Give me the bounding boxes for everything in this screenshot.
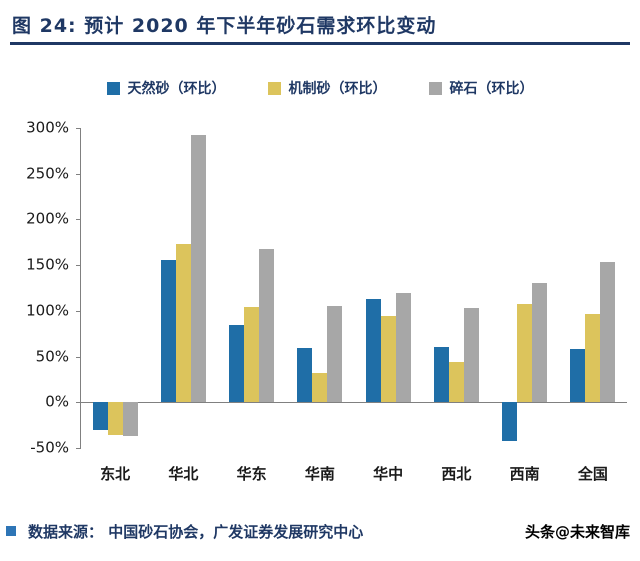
x-category-label: 全国 (577, 465, 608, 483)
bar (297, 348, 313, 403)
y-tick-mark (76, 310, 81, 312)
legend-item-natural-sand: 天然砂（环比） (106, 78, 226, 98)
bar (448, 362, 464, 403)
bar (122, 402, 138, 437)
legend-item-machine-sand: 机制砂（环比） (267, 78, 387, 98)
legend-item-crushed-stone: 碎石（环比） (428, 78, 534, 98)
bar (259, 248, 275, 403)
y-tick-mark (76, 128, 81, 129)
legend-label: 天然砂（环比） (127, 81, 226, 97)
bar (600, 262, 616, 403)
bar (190, 135, 206, 403)
x-category-label: 西南 (509, 465, 540, 483)
bar (532, 283, 548, 403)
bar (175, 244, 191, 403)
legend-swatch-machine-sand (267, 81, 281, 95)
title-underline (10, 42, 630, 45)
y-tick-label: 200% (26, 209, 69, 228)
x-category-label: 华北 (168, 465, 199, 483)
bar (244, 307, 260, 403)
x-category-label: 华南 (304, 465, 335, 483)
y-tick-mark (76, 448, 81, 449)
bar (365, 298, 381, 403)
bar (463, 308, 479, 403)
legend-label: 机制砂（环比） (288, 81, 387, 97)
bar (433, 347, 449, 403)
x-category-label: 西北 (441, 465, 472, 483)
bar (92, 402, 108, 430)
x-category-label: 华东 (236, 465, 267, 483)
chart-legend: 天然砂（环比） 机制砂（环比） 碎石（环比） (0, 78, 640, 98)
y-tick-mark (76, 173, 81, 175)
bar (585, 313, 601, 403)
y-tick-mark (76, 219, 81, 221)
bar (327, 306, 343, 403)
y-tick-label: 100% (26, 301, 69, 320)
y-tick-mark (76, 402, 81, 404)
legend-swatch-natural-sand (106, 81, 120, 95)
bar (517, 304, 533, 403)
plot-area: 300% 250% 200% 150% 100% 50% 0% -50% 东北 华北 华东 华南 华中 西… (26, 120, 627, 483)
legend-swatch-crushed-stone (428, 81, 442, 95)
y-tick-mark (76, 265, 81, 267)
y-tick-mark (76, 356, 81, 358)
zero-axis-line (81, 402, 627, 404)
x-category-label: 东北 (100, 465, 131, 483)
y-tick-label: 50% (35, 347, 69, 366)
y-tick-label: 250% (26, 164, 69, 183)
bar (570, 349, 586, 403)
y-tick-label: -50% (30, 438, 69, 457)
bar (229, 325, 245, 403)
x-category-label: 华中 (373, 465, 404, 483)
source-bullet-square (6, 526, 16, 536)
data-source-text: 数据来源： 中国砂石协会，广发证券发展研究中心 (28, 523, 364, 541)
y-tick-label: 300% (26, 118, 69, 137)
source-row: 数据来源： 中国砂石协会，广发证券发展研究中心 头条@未来智库 (0, 521, 640, 545)
bar (380, 316, 396, 403)
bar (107, 402, 123, 436)
y-tick-label: 0% (45, 392, 69, 411)
legend-label: 碎石（环比） (449, 81, 534, 97)
chart-title: 图 24: 预计 2020 年下半年砂石需求环比变动 (12, 15, 437, 37)
bar (160, 259, 176, 403)
bar (502, 402, 518, 441)
y-tick-label: 150% (26, 255, 69, 274)
bar (312, 373, 328, 403)
bar (395, 293, 411, 403)
watermark-text: 头条@未来智库 (524, 523, 630, 541)
